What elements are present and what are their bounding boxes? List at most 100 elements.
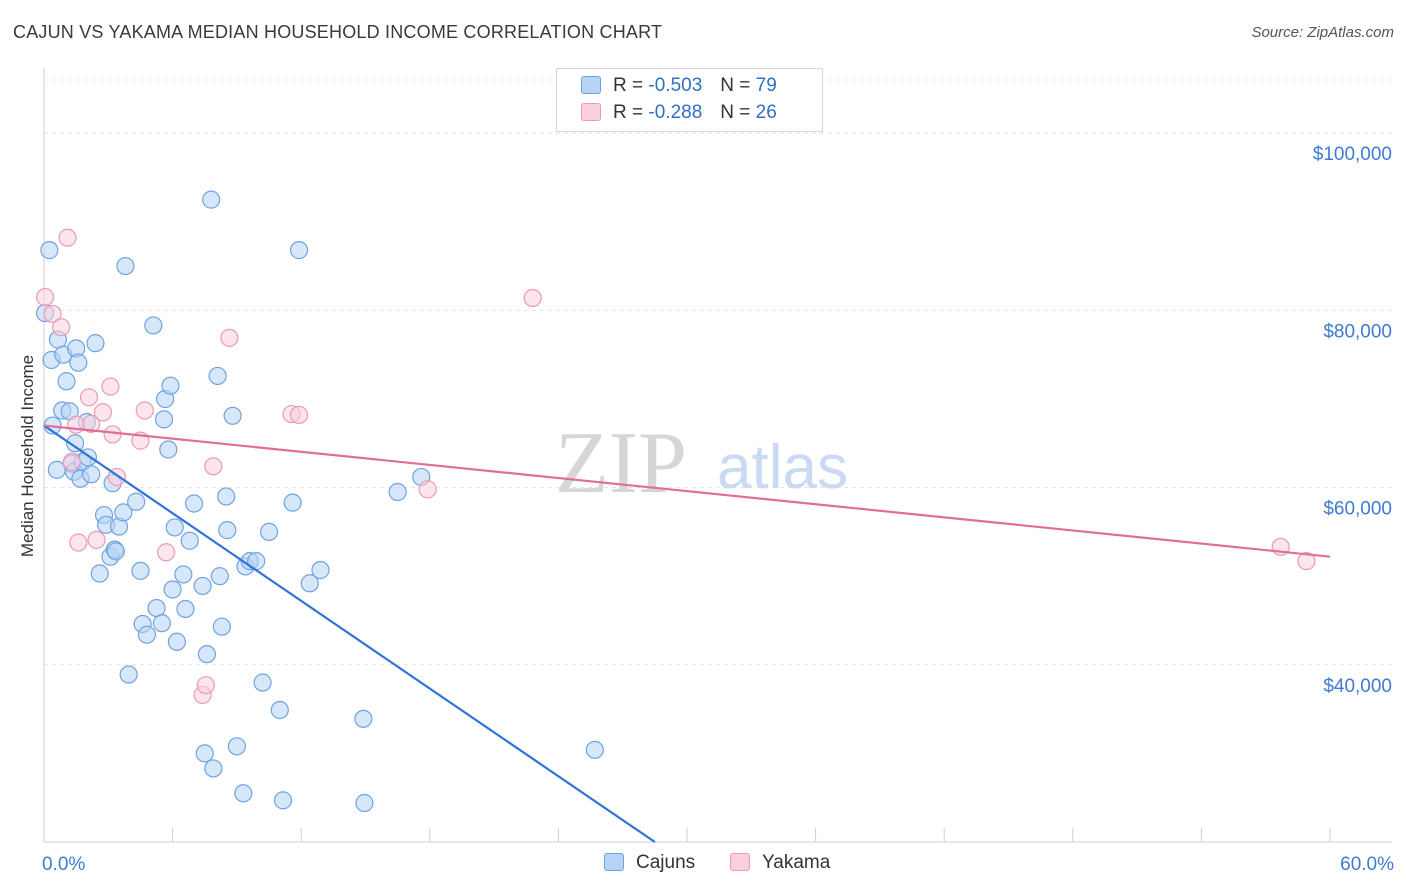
bottom-legend-cajuns: Cajuns [604, 852, 695, 874]
yakama-point [157, 543, 176, 562]
r-label: R = [613, 102, 644, 123]
cajuns-trend-line [43, 424, 656, 843]
yakama-point [52, 318, 71, 337]
yakama-trend-line [43, 424, 1331, 558]
yakama-swatch [581, 103, 601, 121]
yakama-point [101, 377, 120, 396]
yakama-point [43, 304, 62, 324]
cajun-point [227, 737, 246, 756]
cajun-point [197, 645, 216, 664]
cajuns-swatch [581, 76, 601, 94]
r-value: -0.288 [648, 102, 703, 123]
chart-title: CAJUN VS YAKAMA MEDIAN HOUSEHOLD INCOME … [13, 22, 663, 42]
yakama-point [1297, 552, 1316, 571]
yakama-point [82, 414, 101, 433]
cajun-point [253, 673, 272, 692]
legend-box: R = -0.503 N = 79 R = -0.288 N = 26 [556, 68, 823, 132]
trend-lines [43, 424, 1331, 843]
yakama-points [35, 228, 1316, 705]
cajun-point [131, 561, 150, 580]
cajun-point [585, 740, 604, 759]
cajun-point [283, 493, 302, 512]
yakama-point [69, 533, 88, 552]
axes [43, 68, 1392, 843]
cajun-point [163, 580, 182, 599]
n-label: N = [720, 102, 751, 123]
cajuns-swatch [604, 853, 624, 871]
yakama-point [93, 403, 113, 422]
yakama-point [35, 287, 55, 307]
yakama-point [196, 676, 215, 695]
bottom-legend-yakama: Yakama [730, 852, 830, 874]
cajun-point [116, 256, 135, 276]
cajun-point [311, 560, 330, 580]
cajun-point [218, 521, 237, 540]
cajun-point [180, 531, 199, 550]
y-axis-title: Median Household Income [18, 354, 37, 558]
cajun-point [65, 434, 85, 453]
cajun-point [212, 617, 231, 636]
cajun-point [86, 334, 105, 353]
cajun-point [270, 700, 289, 720]
cajun-point [144, 316, 163, 335]
yakama-swatch [730, 853, 750, 871]
legend-row-cajuns: R = -0.503 N = 79 [581, 75, 777, 99]
cajun-point [204, 759, 223, 778]
x-tick-label: 0.0% [42, 854, 85, 875]
yakama-point [220, 328, 239, 347]
yakama-point [523, 288, 542, 308]
y-tick-label: $40,000 [1323, 676, 1392, 697]
cajun-point [195, 744, 214, 763]
cajun-point [217, 487, 236, 506]
x-tick-label: 60.0% [1340, 854, 1394, 875]
r-value: -0.503 [648, 75, 703, 96]
cajuns-points [35, 190, 604, 813]
legend-label: Yakama [762, 852, 831, 873]
cajun-point [154, 410, 174, 429]
legend-label: Cajuns [636, 852, 696, 873]
yakama-point [135, 401, 154, 420]
cajun-point [147, 598, 166, 618]
yakama-point [204, 457, 223, 476]
cajun-point [106, 542, 125, 561]
n-value: 26 [755, 102, 777, 123]
axis-labels: $40,000 $60,000 $80,000 $100,000 0.0% 60.0% [42, 144, 1394, 875]
cajun-point [193, 576, 212, 596]
cajun-point [165, 518, 184, 537]
y-tick-label: $100,000 [1313, 144, 1392, 165]
cajun-point [202, 190, 221, 209]
cajun-point [289, 241, 309, 260]
yakama-point [289, 405, 309, 425]
cajun-point [208, 366, 227, 386]
yakama-point [62, 452, 81, 471]
grid-lines [44, 79, 1392, 666]
yakama-point [103, 425, 122, 444]
cajun-point [47, 460, 66, 479]
cajun-point [174, 565, 193, 584]
cajun-point [90, 564, 109, 583]
cajun-point [355, 793, 374, 813]
cajun-point [40, 241, 59, 260]
cajun-point [184, 494, 204, 513]
watermark: ZIP atlas [555, 415, 848, 512]
cajun-point [127, 492, 146, 511]
cajun-point [259, 522, 279, 541]
cajun-point [354, 709, 373, 728]
cajun-point [300, 574, 319, 593]
cajun-point [210, 567, 229, 586]
cajun-point [159, 440, 178, 459]
legend-row-yakama: R = -0.288 N = 26 [581, 102, 777, 126]
cajun-point [137, 625, 156, 644]
cajun-point [388, 482, 407, 502]
cajun-point [167, 632, 186, 651]
cajun-point [273, 791, 293, 810]
yakama-point [418, 480, 437, 499]
r-label: R = [613, 75, 644, 96]
n-value: 79 [755, 75, 777, 96]
cajun-point [223, 406, 242, 425]
y-tick-label: $60,000 [1323, 499, 1392, 520]
source-note: Source: ZipAtlas.com [1251, 24, 1394, 41]
cajun-point [234, 784, 253, 803]
cajun-point [152, 614, 171, 633]
